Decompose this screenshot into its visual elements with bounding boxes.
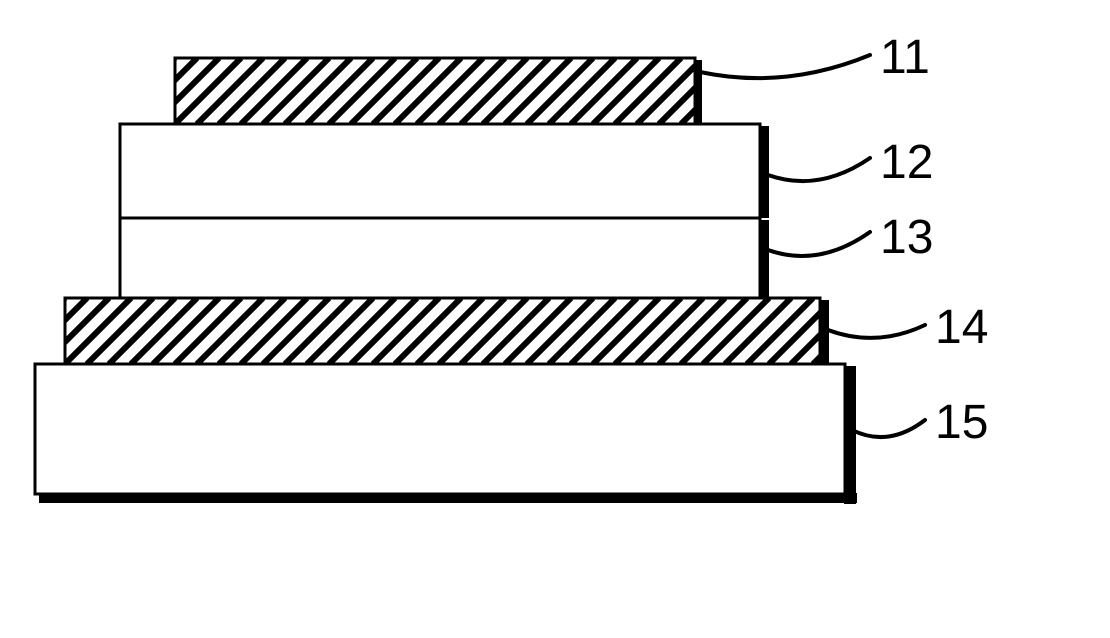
- label-14: 14: [935, 300, 988, 355]
- layer-14: [65, 298, 820, 364]
- label-13: 13: [880, 210, 933, 265]
- diagram-stage: 11 12 1314 15: [0, 0, 1110, 638]
- layer-12: [120, 124, 760, 218]
- label-11: 11: [880, 30, 930, 85]
- layer-13: [120, 218, 760, 298]
- label-15: 15: [935, 395, 988, 450]
- layer-11: [175, 58, 695, 124]
- layer-15: [35, 364, 845, 494]
- label-12: 12: [880, 135, 933, 190]
